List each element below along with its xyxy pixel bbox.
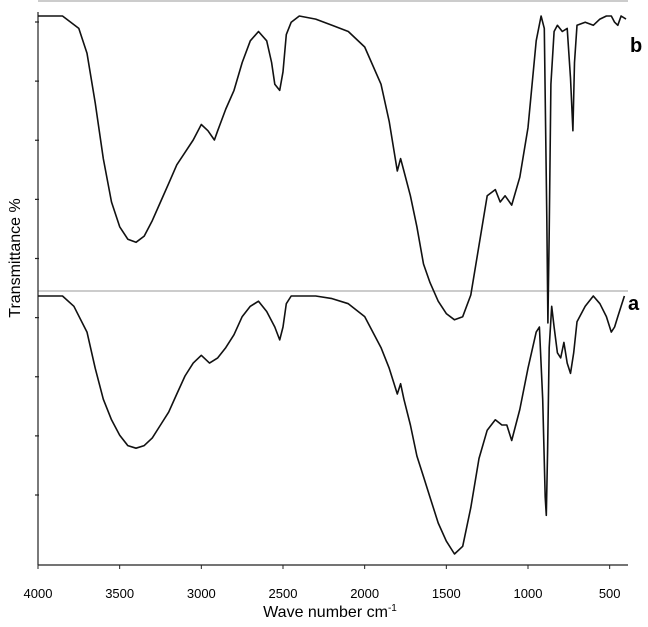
spectrum-a <box>38 295 626 555</box>
y-axis-title: Transmittance % <box>7 198 24 317</box>
series-labels: ba <box>628 35 642 315</box>
series-label-a: a <box>628 293 640 315</box>
y-ticks <box>35 21 39 496</box>
x-tick-label: 1500 <box>432 586 461 601</box>
series-label-b: b <box>630 35 642 57</box>
x-tick-label: 500 <box>599 586 621 601</box>
x-axis-title-superscript: -1 <box>388 603 397 614</box>
x-ticks: 4000 3500 3000 2500 2000 1500 1000 500 <box>24 565 621 601</box>
spectra <box>38 15 627 555</box>
x-axis-title: Wave number cm-1 <box>263 603 397 621</box>
x-tick-label: 2500 <box>269 586 298 601</box>
axes <box>37 12 628 566</box>
x-tick-label: 1000 <box>514 586 543 601</box>
x-tick-label: 2000 <box>350 586 379 601</box>
x-axis-title-text: Wave number cm <box>263 604 388 621</box>
x-tick-label: 4000 <box>24 586 53 601</box>
reference-lines <box>38 0 628 292</box>
spectrum-b <box>38 15 627 324</box>
x-tick-label: 3000 <box>187 586 216 601</box>
x-tick-label: 3500 <box>105 586 134 601</box>
